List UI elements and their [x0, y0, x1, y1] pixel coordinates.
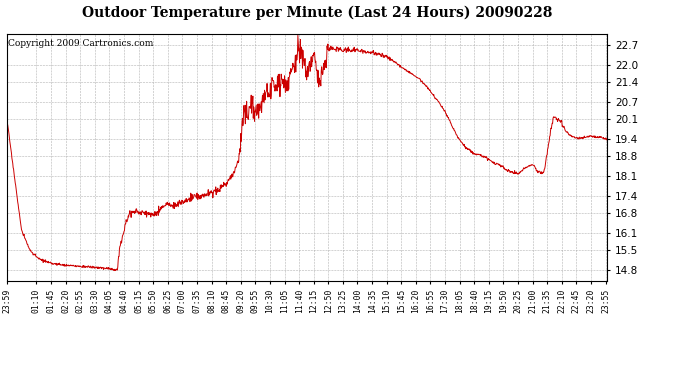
Text: Outdoor Temperature per Minute (Last 24 Hours) 20090228: Outdoor Temperature per Minute (Last 24 … [82, 6, 553, 20]
Text: Copyright 2009 Cartronics.com: Copyright 2009 Cartronics.com [8, 39, 153, 48]
